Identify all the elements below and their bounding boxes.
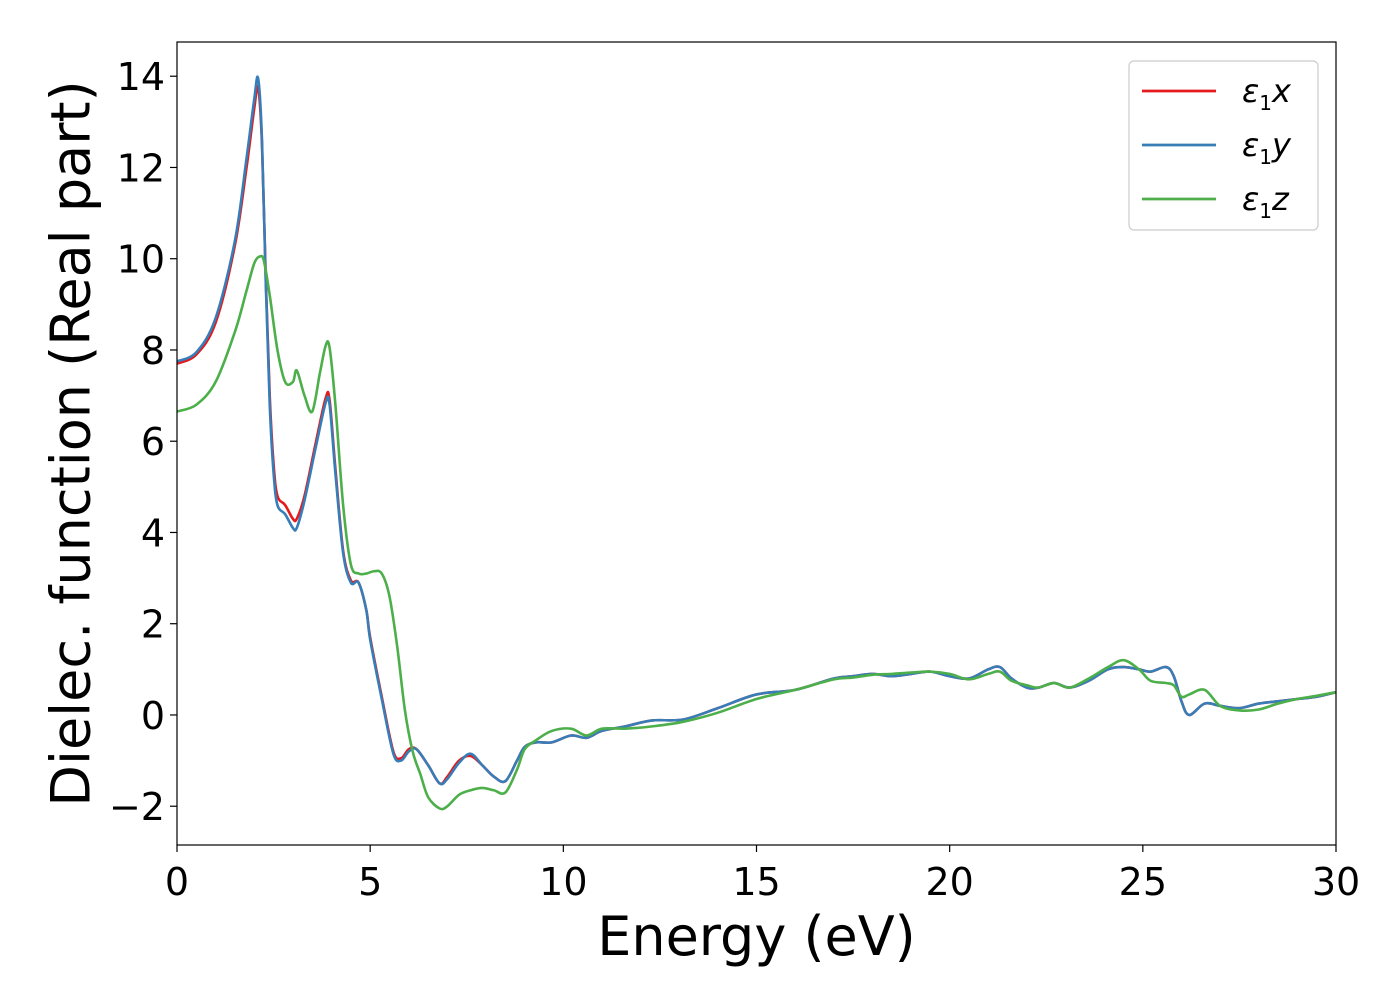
x-tick-label: 30	[1312, 860, 1360, 904]
y-tick-label: 8	[141, 329, 165, 373]
y-tick-label: 2	[141, 603, 165, 647]
x-tick-label: 10	[539, 860, 587, 904]
y-tick-label: 10	[117, 238, 165, 282]
y-tick-label: 12	[117, 146, 165, 190]
series-layer	[177, 75, 1336, 811]
y-tick-label: 4	[141, 511, 165, 555]
series-line-y	[177, 75, 1336, 786]
x-tick-label: 20	[925, 860, 973, 904]
y-tick-label: 0	[141, 694, 165, 738]
y-tick-label: −2	[109, 785, 165, 829]
x-axis: 0 5 10 15 20 25 30	[165, 845, 1360, 904]
y-tick-label: 6	[141, 420, 165, 464]
legend-box	[1128, 60, 1319, 231]
x-tick-label: 15	[732, 860, 780, 904]
x-axis-title: Energy (eV)	[597, 905, 916, 968]
legend-label: ε1z	[1242, 180, 1290, 223]
x-tick-label: 5	[358, 860, 382, 904]
legend: ε1x ε1y ε1z	[1128, 60, 1319, 231]
x-tick-label: 0	[165, 860, 189, 904]
y-axis: −2 0 2 4 6 8 10 12 14	[109, 55, 177, 829]
series-line-z	[177, 254, 1336, 811]
y-axis-title: Dielec. function (Real part)	[40, 80, 103, 806]
y-tick-label: 14	[117, 55, 165, 99]
x-tick-label: 25	[1119, 860, 1167, 904]
legend-label: ε1x	[1242, 72, 1292, 115]
legend-label: ε1y	[1242, 126, 1292, 169]
